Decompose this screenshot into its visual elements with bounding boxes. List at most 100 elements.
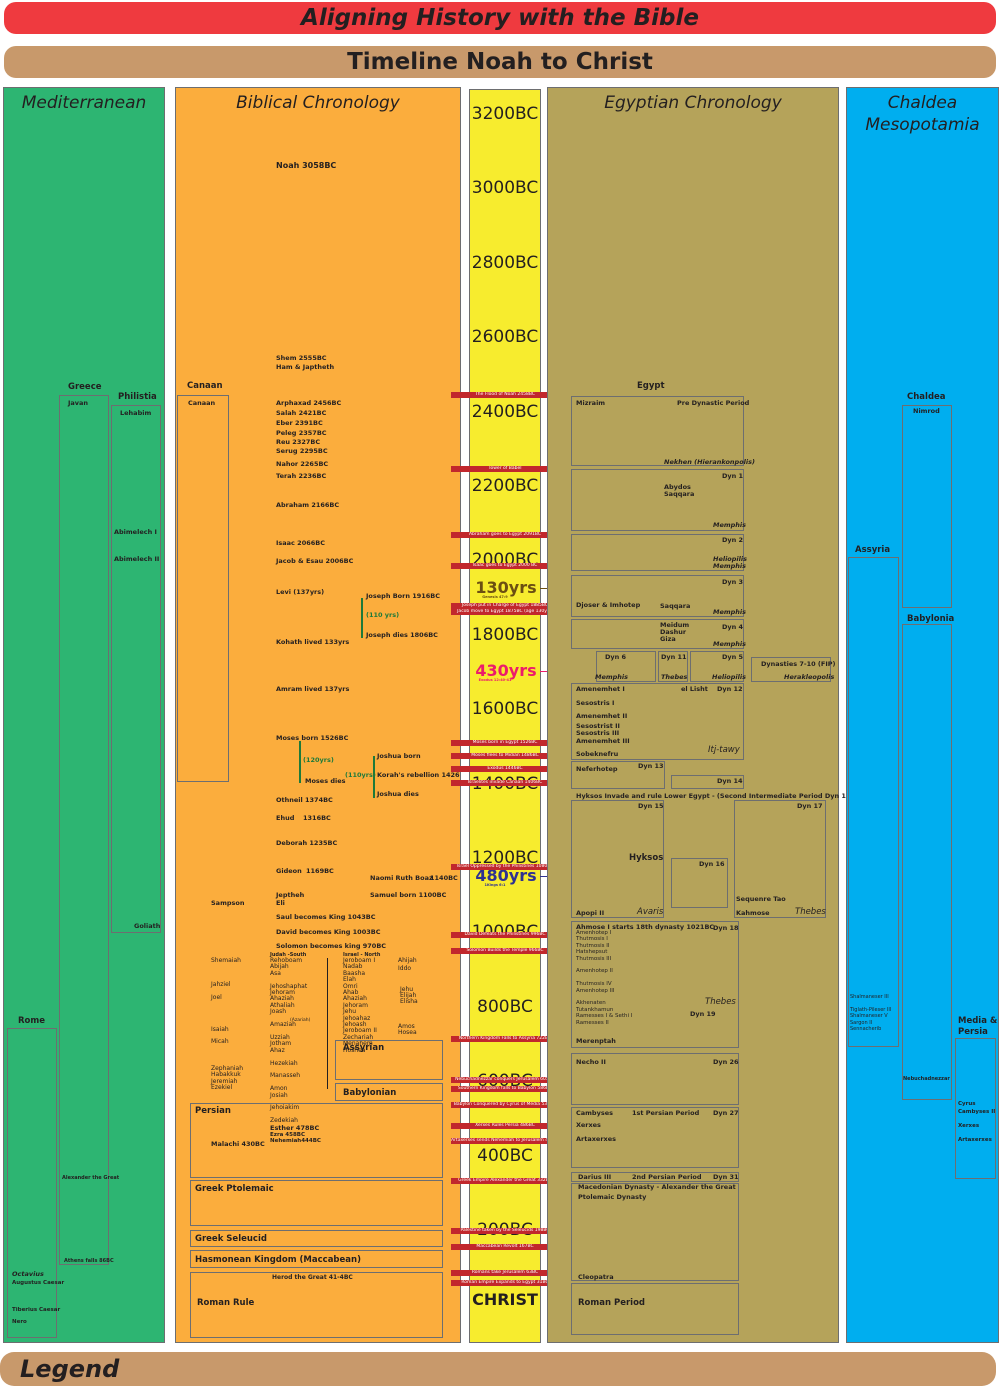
assyria-king: Sennacherib [850, 1026, 882, 1033]
abimelech1-text: Abimelech I [114, 528, 157, 536]
year-tick: 800BC [477, 996, 533, 1017]
judah-king: Jehoram [270, 989, 295, 997]
patriarch-4: Peleg 2357BC [276, 429, 327, 437]
david-text: David becomes King 1003BC [276, 928, 381, 936]
judah-king: Josiah [270, 1091, 288, 1099]
assyrian-label: Assyrian [343, 1043, 385, 1053]
memphis-dyn3-text: Memphis [713, 608, 747, 616]
biblical-column: Biblical Chronology [175, 87, 461, 1343]
naomi-year-text: 1140BC [430, 874, 458, 882]
prophet-amos: Amos [398, 1023, 415, 1030]
herakleopolis-text: Herakleopolis [784, 673, 835, 681]
israel-heading: Israel - North [343, 952, 381, 958]
artaxerxes-text: Artaxerxes [958, 1137, 992, 1143]
dyn1-text: Dyn 1 [722, 472, 744, 480]
judah-king: Amon [270, 1085, 288, 1093]
dyn18-pharaoh: Hatshepsut [576, 949, 608, 956]
hasmonean-label: Hasmonean Kingdom (Maccabean) [195, 1255, 361, 1265]
dyn31-text: Dyn 31 [713, 1173, 739, 1181]
dyn12-box [571, 683, 744, 760]
merenptah-text: Merenptah [576, 1037, 616, 1045]
prophet-micah: Micah [211, 1038, 229, 1045]
israel-king: Nadab [343, 963, 363, 971]
event-bar: Abraham goes to Egypt 2091BC [451, 532, 559, 538]
prophet-zephaniah: Zephaniah [211, 1065, 244, 1072]
dyn18-pharaoh: Tutankhamun [576, 1006, 614, 1013]
year-tick: 400BC [477, 1145, 533, 1166]
gideon-year-text: 1169BC [306, 867, 334, 875]
nero-text: Nero [12, 1319, 27, 1325]
dyn18-pharaoh: Thutmosis I [576, 936, 608, 943]
event-bar: Israelites invade Canaan 1406BC [451, 780, 559, 786]
macedonian-text: Macedonian Dynasty - Alexander the Great [578, 1183, 736, 1191]
prophet-hosea: Hosea [398, 1029, 417, 1036]
amenemhet2-text: Amenemhet II [576, 712, 628, 720]
cambyses-egypt-text: Cambyses [576, 1109, 613, 1117]
babylonian-label: Babylonian [343, 1088, 397, 1098]
dyn4-text: Dyn 4 [722, 623, 744, 631]
dyn13-text: Dyn 13 [638, 762, 664, 770]
joshua-life-line [373, 756, 375, 798]
dyn5-text: Dyn 5 [722, 653, 744, 661]
year-tick: 3000BC [471, 178, 539, 199]
greece-label: Greece [68, 382, 102, 392]
media-label: Media & [958, 1016, 998, 1026]
dyn26-box [571, 1053, 739, 1105]
dyn31-box [571, 1172, 739, 1182]
dyn27-box [571, 1107, 739, 1168]
dyn18-box [571, 921, 739, 1048]
eli-text: Eli [276, 899, 285, 907]
seleucid-box [190, 1230, 443, 1247]
dyn17-box [734, 800, 826, 918]
amenemhet1-text: Amenemhet I [576, 685, 625, 693]
memphis-dyn2-text: Memphis [713, 562, 747, 570]
patriarch-1: Arphaxad 2456BC [276, 399, 342, 407]
israel-king: Jehoahaz [343, 1014, 371, 1022]
event-bar: Greek Empire Alexander the Great 332BC [451, 1178, 559, 1184]
prophet-ezekiel: Ezekiel [211, 1084, 233, 1091]
abimelech2-text: Abimelech II [114, 555, 160, 563]
darius-text: Darius III [578, 1173, 612, 1181]
dyn16-text: Dyn 16 [699, 860, 725, 868]
egyptian-title: Egyptian Chronology [604, 93, 782, 113]
judah-king: Hezekiah [270, 1059, 298, 1067]
ehud-text: Ehud [276, 814, 295, 822]
biblical-title: Biblical Chronology [236, 93, 400, 113]
isaac-text: Isaac 2066BC [276, 539, 325, 547]
kohath-text: Kohath lived 133yrs [276, 638, 350, 646]
dyn18-list: Amenhotep I Thutmosis I Thutmosis II Hatshe… [576, 930, 632, 1026]
judah-heading: Judah -South [270, 952, 307, 958]
dyn12-text: Dyn 12 [717, 685, 743, 693]
israel-king: Hoshea [343, 1046, 366, 1054]
persian-label: Persian [195, 1106, 231, 1116]
event-bar: Solomon Builds the Temple 966BC [451, 948, 559, 954]
dyn15-text: Dyn 15 [638, 802, 664, 810]
span-480-note: 1Kings 6:1 [484, 883, 506, 887]
abraham-text: Abraham 2166BC [276, 501, 340, 509]
assyria-kings-list: Shalmaneser III Tiglath-Pileser III Shalm… [850, 994, 891, 1032]
babylonian-box [335, 1083, 443, 1101]
israel-king: Ahab [343, 989, 359, 997]
israel-king: Ahaziah [343, 995, 367, 1003]
judah-king: Rehoboam [270, 957, 303, 964]
hyksos-title-text: Hyksos Invade and rule Lower Egypt - (Se… [576, 792, 866, 800]
dyn11-text: Dyn 11 [661, 653, 687, 661]
mediterranean-column: Mediterranean [3, 87, 165, 1343]
year-tick: 2800BC [471, 252, 539, 273]
predynastic-text: Pre Dynastic Period [677, 399, 750, 407]
samuel-text: Samuel born 1100BC [370, 891, 447, 899]
dyn17-text: Dyn 17 [797, 802, 823, 810]
patriarch-3: Eber 2391BC [276, 419, 323, 427]
media-persia-box [955, 1038, 996, 1179]
israel-king: Zechariah [343, 1033, 374, 1041]
chaldea-label: Chaldea [907, 392, 946, 402]
dyn14-text: Dyn 14 [717, 777, 743, 785]
ezra-text: Ezra 458BC [270, 1132, 306, 1138]
babylonia-label: Babylonia [907, 614, 955, 624]
octavius-text: Octavius [12, 1270, 44, 1278]
span-130-label: 130yrs [474, 578, 538, 597]
prophet-elisha: Elisha [400, 998, 418, 1005]
moses-120-text: (120yrs) [303, 756, 334, 764]
judah-king: Uzziah [270, 1033, 290, 1041]
lehabim-text: Lehabim [120, 409, 152, 417]
